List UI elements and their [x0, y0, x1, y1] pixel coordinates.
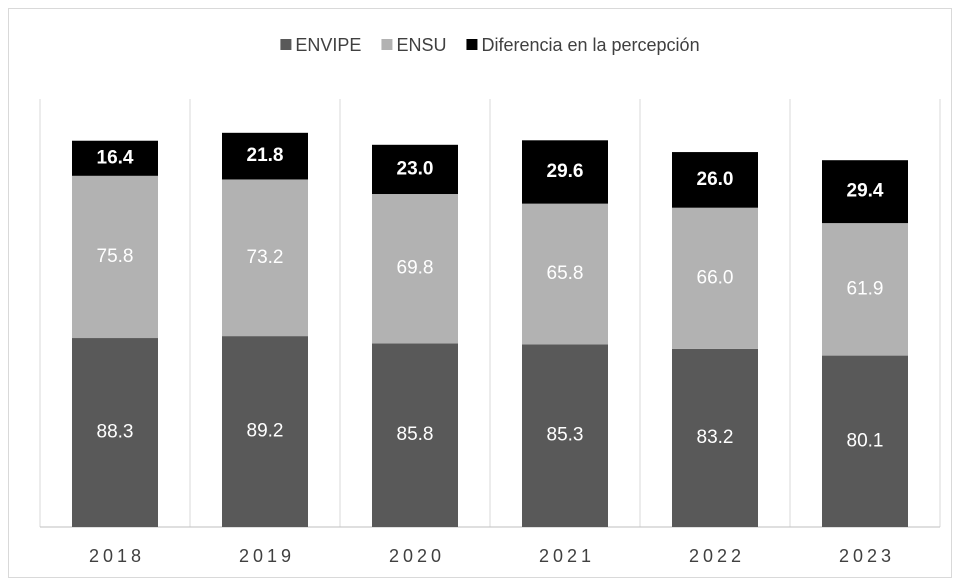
bar-segment [372, 194, 458, 344]
bar-segment [522, 203, 608, 345]
data-label: 89.2 [247, 421, 284, 442]
data-label: 75.8 [97, 246, 134, 267]
bar-segment [672, 207, 758, 349]
legend-label: ENSU [396, 35, 446, 55]
bar-segment [672, 348, 758, 527]
bar-segment [822, 160, 908, 224]
data-label: 65.8 [547, 263, 584, 284]
bar-segment [72, 175, 158, 339]
bar-segment [822, 355, 908, 527]
legend-swatch [466, 39, 478, 50]
bar-segment [822, 223, 908, 356]
legend-swatch [381, 39, 393, 50]
data-label: 85.8 [397, 424, 434, 445]
x-tick-label: 2019 [239, 546, 295, 566]
x-tick-label: 2023 [839, 546, 895, 566]
data-label: 66.0 [697, 267, 734, 288]
legend-swatch [280, 39, 292, 50]
bar-segment [372, 343, 458, 527]
data-label: 61.9 [847, 278, 884, 299]
bar-segment [72, 338, 158, 527]
data-label: 85.3 [547, 425, 584, 446]
data-label: 73.2 [247, 247, 284, 268]
x-tick-label: 2022 [689, 546, 745, 566]
data-label: 83.2 [697, 427, 734, 448]
data-label: 16.4 [97, 147, 134, 168]
data-label: 80.1 [847, 430, 884, 451]
x-tick-label: 2021 [539, 546, 595, 566]
bar-segment [672, 152, 758, 208]
data-label: 29.6 [547, 161, 584, 182]
data-label: 23.0 [397, 158, 434, 179]
bar-segment [222, 132, 308, 180]
bar-segment [522, 140, 608, 204]
data-label: 69.8 [397, 258, 434, 279]
legend-label: ENVIPE [295, 35, 361, 55]
data-label: 88.3 [97, 422, 134, 443]
x-tick-label: 2018 [89, 546, 145, 566]
data-label: 21.8 [247, 145, 284, 166]
bar-segment [222, 336, 308, 527]
chart-border [8, 8, 952, 578]
x-tick-label: 2020 [389, 546, 445, 566]
data-label: 26.0 [697, 169, 734, 190]
data-label: 29.4 [847, 181, 884, 202]
bar-segment [72, 140, 158, 176]
bar-segment [372, 144, 458, 195]
bar-segment [222, 179, 308, 337]
legend-label: Diferencia en la percepción [481, 35, 699, 55]
bar-segment [522, 344, 608, 527]
